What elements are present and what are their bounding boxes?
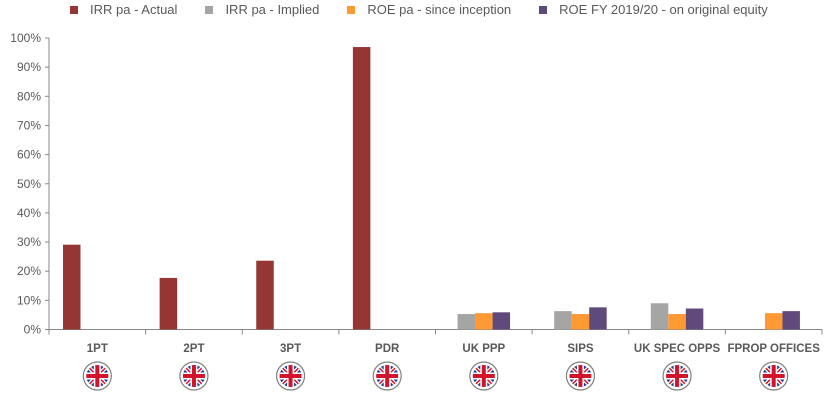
bar bbox=[457, 314, 476, 330]
x-tick-label: PDR bbox=[375, 343, 400, 355]
bar bbox=[352, 47, 371, 330]
y-tick-label: 80% bbox=[17, 89, 41, 103]
x-tick-label: FPROP OFFICES bbox=[727, 343, 820, 355]
x-tick-label: UK SPEC OPPS bbox=[634, 343, 721, 355]
bar bbox=[571, 314, 590, 330]
bar bbox=[685, 308, 704, 330]
uk-flag-icon bbox=[662, 361, 692, 391]
legend-swatch bbox=[70, 5, 78, 14]
y-tick-label: 40% bbox=[17, 206, 41, 220]
legend-swatch bbox=[205, 5, 214, 14]
uk-flag-icon bbox=[179, 361, 209, 391]
uk-flag-icon bbox=[275, 361, 306, 391]
x-tick-label: UK PPP bbox=[462, 343, 505, 355]
x-tick-label: 1PT bbox=[87, 343, 108, 355]
legend-item: IRR pa - Implied bbox=[205, 2, 319, 17]
y-tick-label: 20% bbox=[17, 264, 41, 278]
legend-swatch bbox=[539, 5, 548, 14]
bar bbox=[159, 277, 178, 330]
uk-flag-icon bbox=[759, 361, 789, 391]
y-tick-label: 100% bbox=[10, 31, 41, 45]
bar bbox=[589, 307, 607, 330]
legend-label: ROE FY 2019/20 - on original equity bbox=[559, 2, 768, 17]
uk-flag-icon bbox=[469, 361, 499, 391]
y-tick-label: 50% bbox=[17, 177, 41, 191]
x-tick-label: SIPS bbox=[567, 343, 594, 355]
uk-flag-icon bbox=[565, 361, 596, 391]
legend-item: ROE FY 2019/20 - on original equity bbox=[539, 2, 768, 17]
uk-flag-icon bbox=[82, 361, 112, 391]
legend-label: IRR pa - Implied bbox=[225, 2, 320, 17]
bar bbox=[668, 314, 686, 330]
y-tick-label: 60% bbox=[17, 148, 41, 162]
bar bbox=[492, 312, 511, 330]
bar bbox=[554, 311, 572, 330]
legend: IRR pa - Actual IRR pa - Implied ROE pa - … bbox=[70, 2, 796, 17]
x-tick-label: 3PT bbox=[280, 343, 301, 355]
legend-label: IRR pa - Actual bbox=[90, 2, 178, 17]
y-tick-label: 10% bbox=[17, 293, 41, 307]
bar bbox=[63, 244, 81, 330]
y-tick-label: 90% bbox=[17, 60, 41, 74]
legend-item: ROE pa - since inception bbox=[347, 2, 511, 17]
legend-item: IRR pa - Actual bbox=[70, 2, 177, 17]
x-tick-label: 2PT bbox=[183, 343, 204, 355]
bar bbox=[475, 313, 493, 330]
bar bbox=[256, 260, 274, 330]
uk-flag-icon bbox=[372, 361, 402, 391]
y-tick-label: 70% bbox=[17, 118, 41, 132]
y-tick-label: 0% bbox=[24, 323, 42, 337]
bar bbox=[764, 313, 783, 330]
legend-swatch bbox=[347, 5, 356, 14]
legend-label: ROE pa - since inception bbox=[367, 2, 512, 17]
bar bbox=[650, 303, 669, 330]
y-tick-label: 30% bbox=[17, 235, 41, 249]
bar bbox=[782, 311, 800, 330]
